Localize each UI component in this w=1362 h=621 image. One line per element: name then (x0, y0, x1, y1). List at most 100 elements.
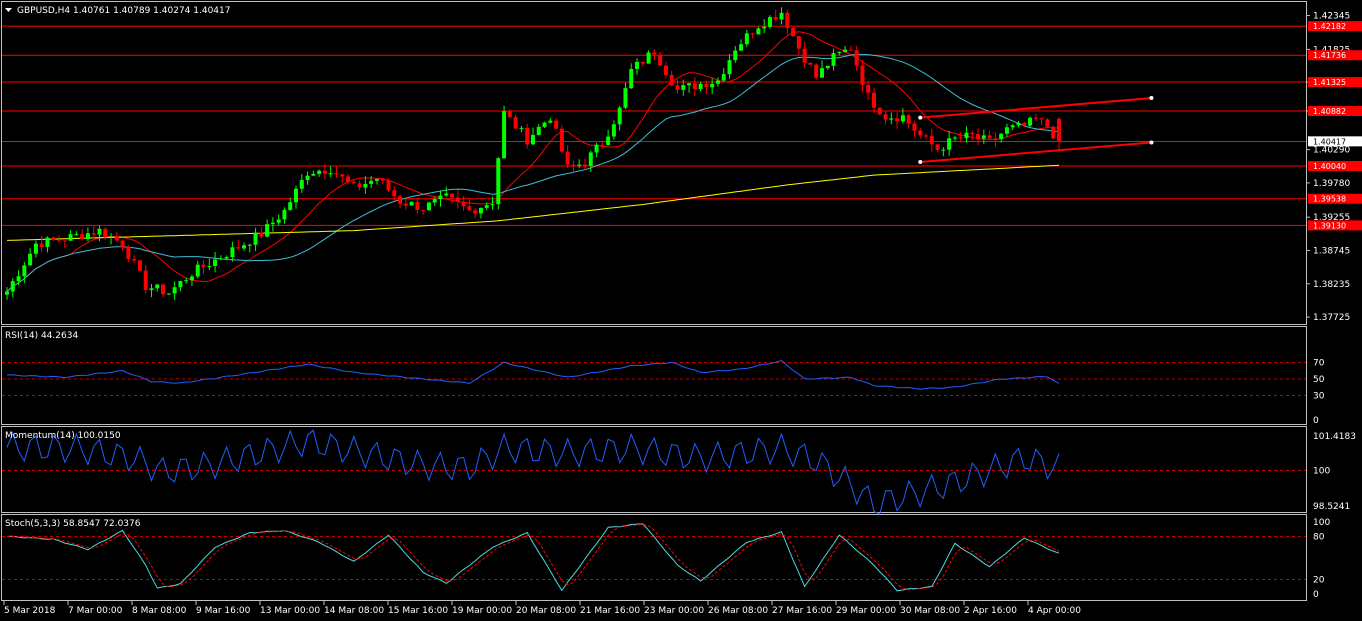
time-tick-label: 5 Mar 2018 (4, 606, 56, 616)
stoch-main-tick-label: 100 (1313, 518, 1330, 528)
candle-body (109, 236, 114, 238)
candle-body (172, 287, 177, 294)
candle-body (964, 132, 969, 139)
candle-body (611, 124, 616, 137)
candle-body (114, 236, 119, 241)
candle-body (710, 83, 715, 88)
candle-body (1016, 122, 1021, 126)
momentum-title: Momentum(14) 100.0150 (5, 431, 121, 441)
candle-body (588, 152, 593, 166)
candle-body (727, 60, 732, 75)
candle-body (687, 83, 692, 86)
candle-body (51, 237, 56, 240)
candle-body (426, 202, 431, 211)
candle-body (294, 188, 298, 203)
candle-body (299, 180, 304, 189)
momentum-pane[interactable] (1, 426, 1307, 513)
candle-body (241, 245, 246, 249)
channel-anchor (1149, 140, 1154, 145)
candle-body (739, 44, 744, 51)
candle-body (733, 50, 738, 61)
candle-body (935, 144, 940, 150)
candle-body (744, 33, 749, 45)
candle-body (802, 48, 807, 63)
stoch-pane[interactable] (1, 514, 1307, 601)
candle-body (548, 120, 553, 123)
candle-body (311, 173, 316, 176)
stoch-main-tick-label: 0 (1313, 590, 1319, 600)
candle-body (866, 84, 871, 93)
candle-body (403, 203, 408, 206)
candle-body (380, 179, 385, 181)
candle-body (230, 247, 235, 258)
level-tag-label: 1.40882 (1313, 107, 1346, 116)
indicators: 70 50 30 0 101.4183 100 98.5241 100 80 20 0 (2, 359, 1356, 600)
price-tick-label: 1.37725 (1313, 313, 1350, 323)
time-tick-label: 8 Mar 08:00 (132, 606, 187, 616)
rsi-pane[interactable] (1, 326, 1307, 425)
candle-body (1028, 117, 1033, 126)
candle-body (663, 65, 668, 76)
candle-body (28, 253, 33, 266)
candle-body (629, 68, 634, 89)
momentum-tick-label: 101.4183 (1313, 432, 1356, 442)
candles (5, 7, 1061, 301)
level-tag (1308, 220, 1362, 231)
candle-body (814, 64, 819, 78)
candle-body (398, 196, 403, 204)
channel-lines (918, 96, 1154, 165)
candle-body (577, 164, 582, 166)
candle-body (80, 234, 85, 239)
main-pane[interactable] (1, 1, 1307, 325)
candle-body (594, 144, 599, 153)
candle-body (473, 210, 478, 214)
candle-body (1056, 118, 1061, 142)
momentum-line (6, 429, 1060, 515)
candle-body (872, 92, 876, 108)
price-tick-label: 1.38745 (1313, 247, 1350, 257)
candle-body (773, 17, 778, 20)
level-tag (1308, 50, 1362, 61)
rsi-tick-label: 70 (1313, 359, 1325, 369)
candle-body (166, 293, 171, 295)
candle-body (467, 206, 472, 211)
candle-body (993, 138, 998, 140)
price-tick-label: 1.39780 (1313, 179, 1350, 189)
candle-body (912, 123, 917, 131)
level-tag-label: 1.40040 (1313, 162, 1346, 171)
chart-title: GBPUSD,H4 1.40761 1.40789 1.40274 1.4041… (17, 6, 230, 16)
momentum-tick-label: 100 (1313, 466, 1330, 476)
candle-body (525, 127, 530, 145)
level-tag-label: 1.42182 (1313, 22, 1346, 31)
stoch-main-tick-label: 80 (1313, 532, 1325, 542)
candle-body (143, 270, 148, 291)
candle-body (623, 88, 628, 108)
candle-body (259, 232, 264, 237)
candle-body (704, 83, 709, 88)
candle-body (1039, 118, 1044, 120)
candle-body (779, 12, 784, 20)
channel-anchor (918, 115, 923, 120)
candle-body (207, 266, 212, 268)
candle-body (409, 201, 414, 206)
candle-body (976, 134, 981, 139)
level-tag-label: 1.41736 (1313, 51, 1346, 60)
time-tick-label: 2 Apr 16:00 (964, 606, 1017, 616)
candle-body (559, 128, 564, 152)
time-tick-label: 29 Mar 00:00 (836, 606, 896, 616)
time-tick-label: 23 Mar 00:00 (644, 606, 704, 616)
candle-body (322, 170, 327, 174)
candle-body (74, 234, 79, 236)
candle-body (126, 247, 131, 259)
candle-body (767, 17, 772, 27)
candle-body (646, 52, 651, 64)
candle-body (1022, 122, 1027, 126)
time-tick-label: 15 Mar 16:00 (388, 606, 448, 616)
candle-body (675, 85, 680, 90)
candle-body (808, 62, 813, 65)
time-tick-label: 26 Mar 08:00 (708, 606, 768, 616)
candle-body (825, 65, 830, 69)
candle-body (941, 149, 946, 151)
dropdown-triangle-icon[interactable] (5, 8, 12, 12)
